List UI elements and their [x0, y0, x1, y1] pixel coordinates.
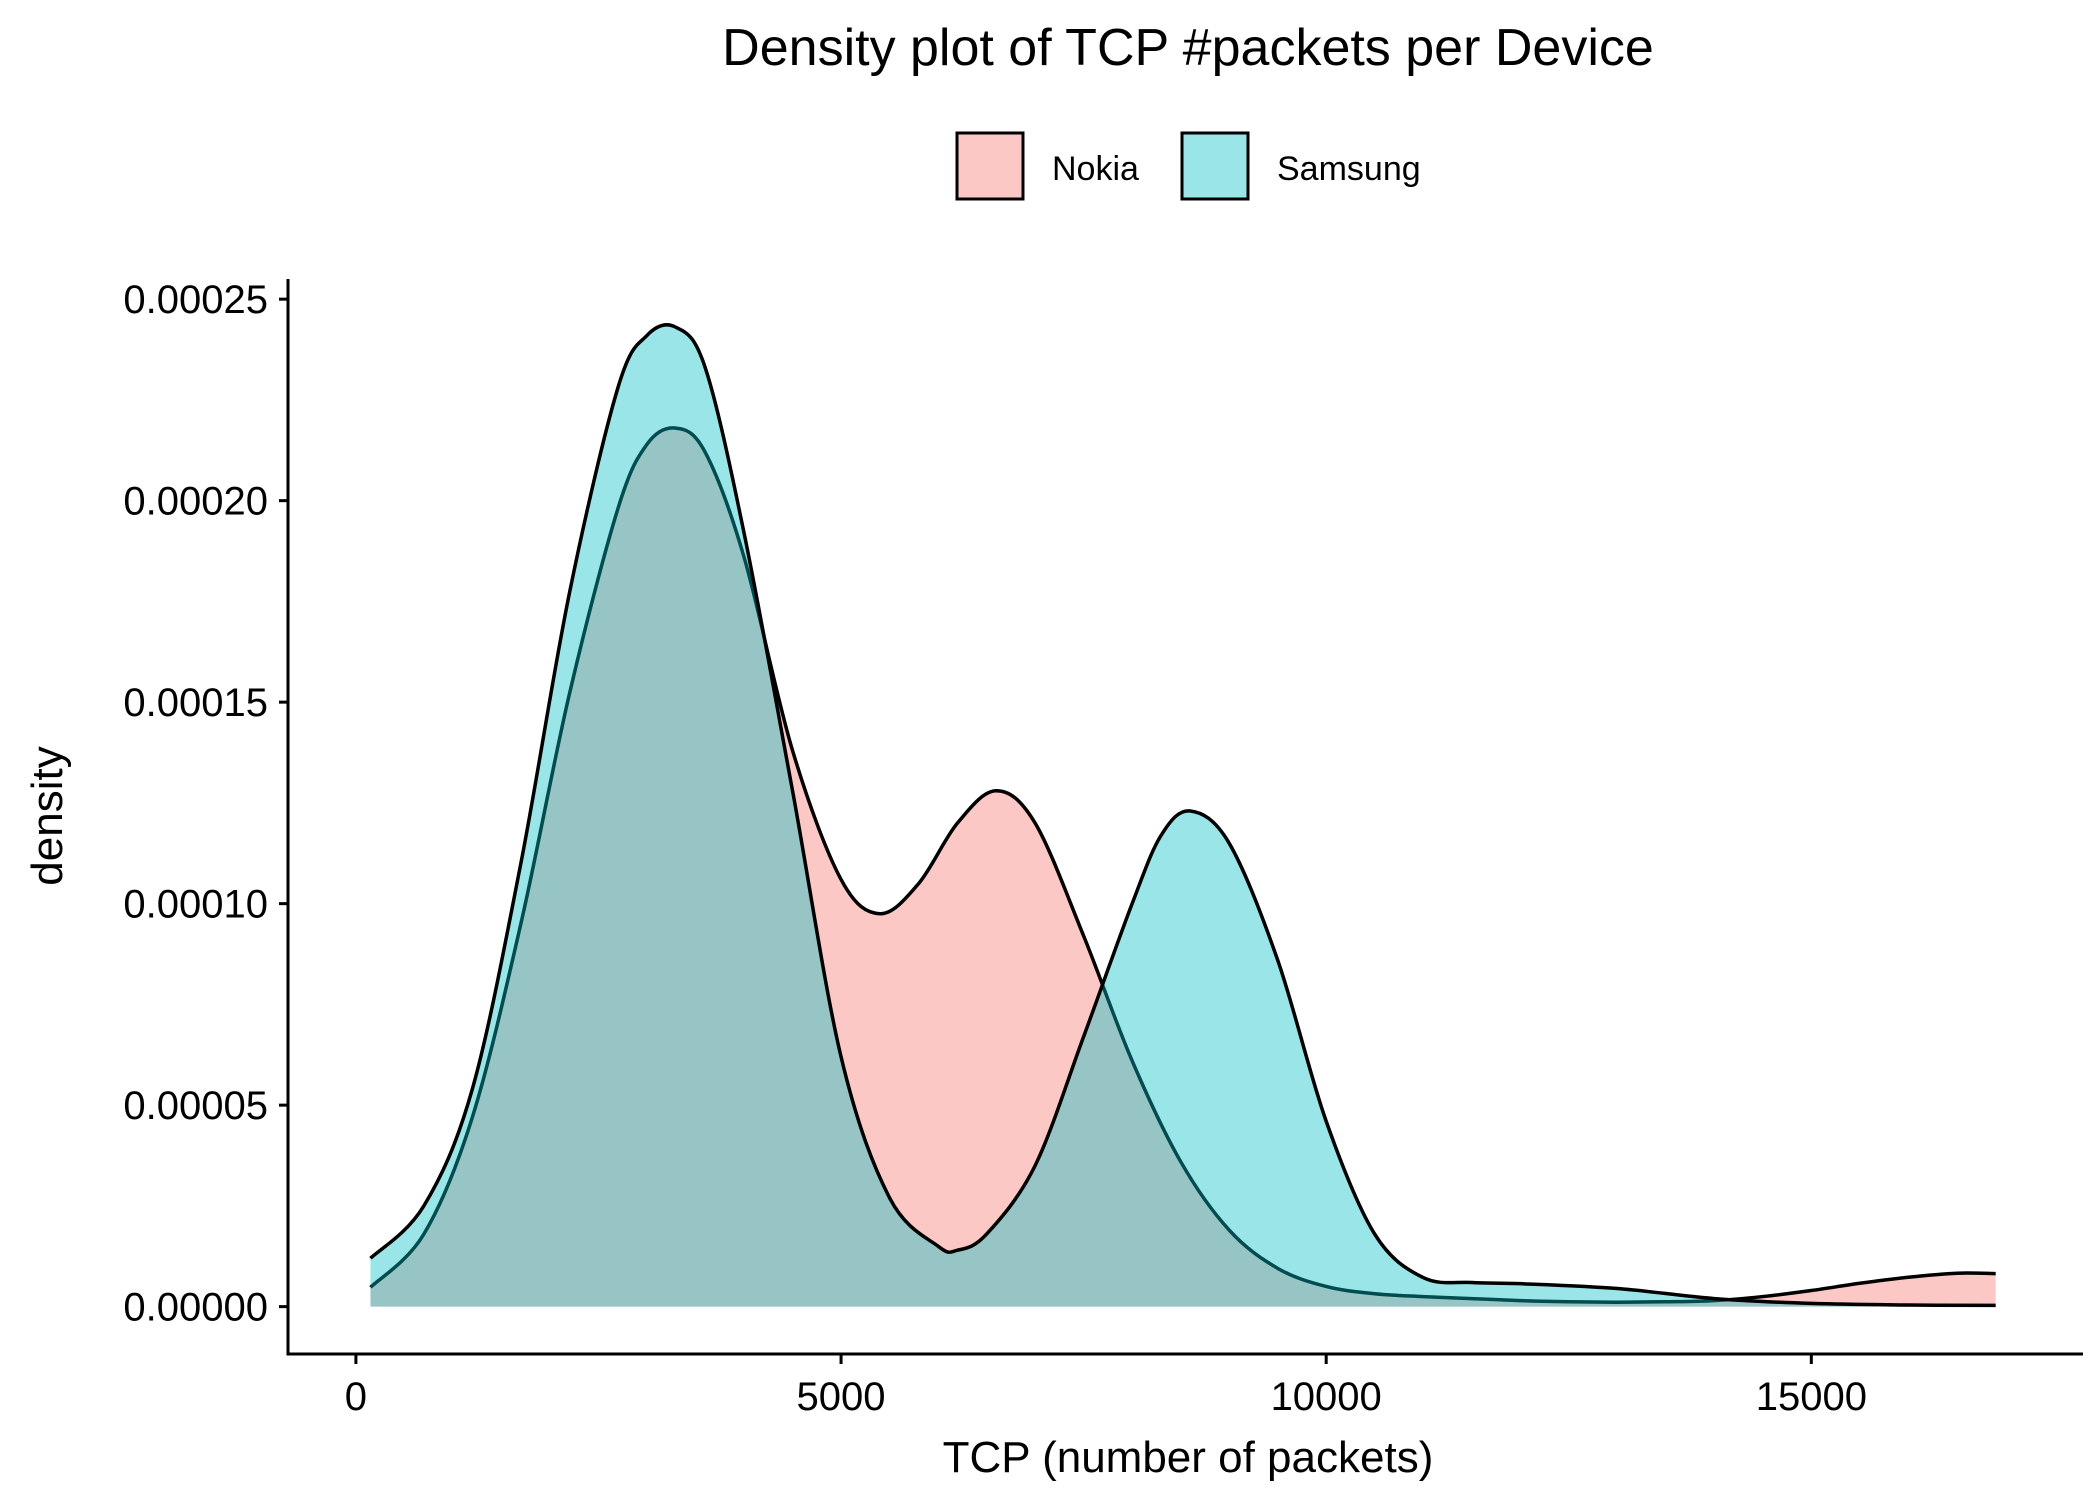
legend-label-nokia: Nokia [1052, 150, 1139, 188]
x-tick-label: 10000 [1271, 1375, 1382, 1419]
density-line-samsung [369, 323, 1996, 1308]
legend-label-samsung: Samsung [1277, 150, 1421, 188]
y-tick-label: 0.00015 [123, 681, 268, 725]
legend: Nokia Samsung [955, 131, 1421, 201]
x-tick-label: 0 [345, 1375, 367, 1419]
plot-area [369, 323, 1996, 1308]
y-tick-label: 0.00020 [123, 480, 268, 524]
density-area-samsung [370, 324, 1996, 1307]
y-axis-ticks: 0.00000 0.00005 0.00010 0.00015 0.00020 0.000… [123, 278, 288, 1330]
legend-swatch-nokia [955, 131, 1025, 201]
y-axis-title: density [23, 746, 72, 885]
y-tick-label: 0.00000 [123, 1286, 268, 1330]
x-tick-label: 15000 [1756, 1375, 1867, 1419]
y-tick-label: 0.00005 [123, 1084, 268, 1128]
y-tick-label: 0.00025 [123, 278, 268, 322]
x-axis-ticks: 0 5000 10000 15000 [345, 1355, 1867, 1419]
legend-swatch-samsung [1180, 131, 1250, 201]
x-axis-title: TCP (number of packets) [943, 1433, 1434, 1482]
density-area-nokia [370, 427, 1996, 1307]
chart-title: Density plot of TCP #packets per Device [722, 19, 1654, 77]
y-tick-label: 0.00010 [123, 883, 268, 927]
x-tick-label: 5000 [797, 1375, 886, 1419]
density-line-nokia [369, 426, 1996, 1304]
